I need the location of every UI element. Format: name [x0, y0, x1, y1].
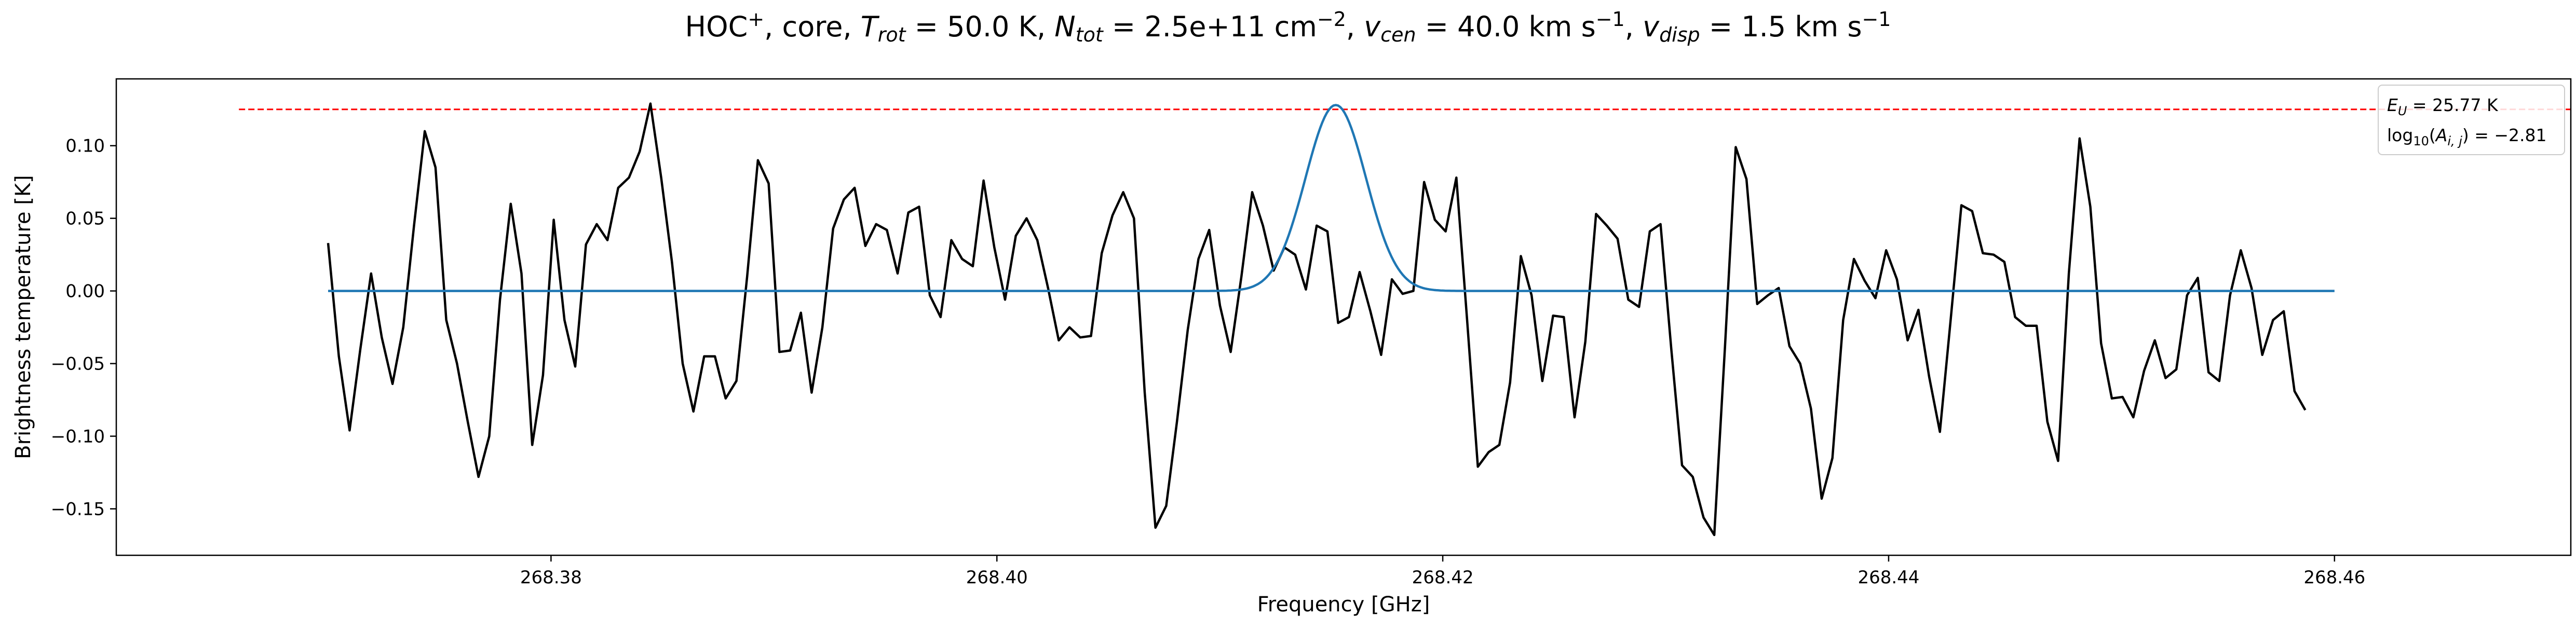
legend-eu-value: = 25.77 K	[2407, 95, 2499, 115]
title-vdisp-sub: disp	[1659, 23, 1700, 46]
y-tick-label: 0.00	[65, 281, 105, 302]
legend-open-paren: (	[2429, 125, 2436, 145]
title-trot-symbol: T	[861, 10, 880, 43]
title-source: , core,	[764, 10, 861, 43]
legend: EU = 25.77 K log10(Ai, j) = −2.81	[2378, 85, 2565, 155]
title-vcen-symbol: v	[1364, 10, 1381, 43]
legend-box	[2378, 85, 2565, 155]
legend-log: log	[2387, 125, 2413, 145]
x-tick-label: 268.40	[966, 567, 1028, 588]
title-ntot-value: = 2.5e+11 cm	[1103, 10, 1317, 43]
legend-a-symbol: A	[2435, 125, 2448, 145]
legend-a-value: ) = −2.81	[2462, 125, 2547, 145]
x-tick-label: 268.42	[1412, 567, 1474, 588]
title-ntot-sub: tot	[1076, 23, 1104, 46]
title-molecule: HOC	[685, 10, 748, 43]
axes-frame	[115, 78, 2572, 556]
title-vdisp-symbol: v	[1643, 10, 1660, 43]
title-ntot-symbol: N	[1054, 10, 1075, 43]
legend-eu-entry: EU = 25.77 K	[2387, 95, 2499, 118]
y-axis-label: Brightness temperature [K]	[11, 175, 35, 459]
title-sep-1: ,	[1346, 10, 1364, 43]
y-tick-label: 0.05	[65, 209, 105, 229]
y-tick-label: 0.10	[65, 136, 105, 157]
y-tick-label: −0.05	[51, 354, 105, 375]
title-vcen-sub: cen	[1380, 23, 1416, 46]
title-sep-2: ,	[1625, 10, 1643, 43]
title-vdisp-exp: −1	[1862, 8, 1891, 31]
x-axis-label: Frequency [GHz]	[1257, 593, 1430, 617]
title-vcen-exp: −1	[1596, 8, 1625, 31]
observed-spectrum-line	[327, 102, 2307, 537]
chart-title: HOC+, core, Trot = 50.0 K, Ntot = 2.5e+1…	[685, 8, 1891, 46]
legend-aij-entry: log10(Ai, j) = −2.81	[2387, 125, 2547, 148]
y-tick-label: −0.10	[51, 427, 105, 447]
title-vdisp-value: = 1.5 km s	[1700, 10, 1862, 43]
title-molecule-charge: +	[748, 8, 764, 31]
legend-eu-sub: U	[2398, 104, 2407, 118]
title-trot-sub: rot	[878, 23, 907, 46]
x-tick-label: 268.38	[520, 567, 582, 588]
title-trot-value: = 50.0 K,	[906, 10, 1055, 43]
x-tick-label: 268.44	[1858, 567, 1919, 588]
legend-eu-symbol: E	[2387, 95, 2398, 115]
title-vcen-value: = 40.0 km s	[1416, 10, 1596, 43]
legend-log-sub: 10	[2413, 134, 2429, 148]
model-gaussian-line	[328, 104, 2335, 292]
legend-a-sub: i, j	[2447, 134, 2462, 148]
x-tick-label: 268.46	[2303, 567, 2365, 588]
y-tick-label: −0.15	[51, 499, 105, 519]
title-ntot-exp: −2	[1317, 8, 1346, 31]
